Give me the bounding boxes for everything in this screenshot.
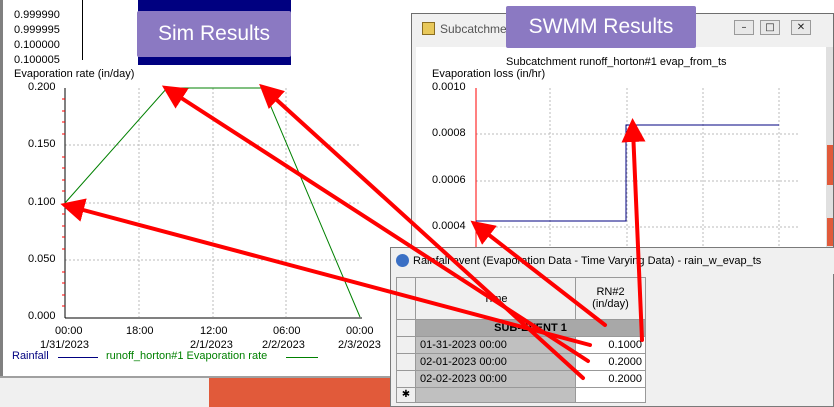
table-row-2-value[interactable]: 0.2000 — [576, 371, 645, 388]
sim-y-axis-title: Evaporation rate (in/day) — [14, 68, 135, 80]
rainfall-plot-axis — [82, 0, 83, 60]
table-new-row-time[interactable] — [416, 388, 576, 402]
table-new-row-value[interactable] — [576, 388, 645, 402]
rainfall-tick-1: 0.999995 — [14, 24, 60, 36]
sim-y-tick-3: 0.050 — [28, 253, 56, 265]
table-row-header-col — [397, 278, 416, 320]
sim-y-tick-4: 0.000 — [28, 310, 56, 322]
table-row-1-value[interactable]: 0.2000 — [576, 354, 645, 371]
group-row-sub-event[interactable]: SUB-EVENT 1 — [416, 320, 645, 337]
table-row-2-marker — [397, 371, 416, 388]
table-row-1-marker — [397, 354, 416, 371]
swmm-results-callout: SWMM Results — [506, 6, 696, 48]
close-button[interactable]: ✕ — [791, 20, 811, 35]
sim-left-border — [0, 0, 3, 378]
rainfall-tick-0: 0.999990 — [14, 9, 60, 21]
background-gray-strip — [0, 378, 209, 407]
swmm-window-icon — [422, 22, 435, 35]
legend-rainfall-swatch — [58, 357, 98, 358]
table-row-0-time[interactable]: 01-31-2023 00:00 — [416, 337, 576, 354]
sim-y-tick-1: 0.150 — [28, 138, 56, 150]
table-row-0-value[interactable]: 0.1000 — [576, 337, 645, 354]
rainfall-tick-3: 0.100005 — [14, 54, 60, 66]
minimize-button[interactable]: – — [734, 20, 754, 35]
sim-y-tick-0: 0.200 — [28, 81, 56, 93]
swmm-plot-title: Subcatchment runoff_horton#1 evap_from_t… — [506, 56, 727, 68]
legend-rainfall-label: Rainfall — [12, 350, 49, 362]
table-row-0-marker — [397, 337, 416, 354]
table-row-1-time[interactable]: 02-01-2023 00:00 — [416, 354, 576, 371]
background-orange-strip — [209, 378, 397, 407]
group-row-marker — [397, 320, 416, 337]
table-new-row-marker[interactable]: ✱ — [397, 388, 416, 402]
table-row-2-time[interactable]: 02-02-2023 00:00 — [416, 371, 576, 388]
table-header-rn-unit: (in/day) — [592, 298, 629, 310]
sim-y-tick-2: 0.100 — [28, 196, 56, 208]
maximize-button[interactable]: □ — [760, 20, 780, 35]
sim-bottom-border — [0, 376, 396, 378]
rainfall-tick-2: 0.100000 — [14, 39, 60, 51]
table-header-rn-label: RN#2 — [596, 286, 625, 298]
sim-results-callout: Sim Results — [137, 11, 291, 57]
table-header-rn[interactable]: RN#2 (in/day) — [576, 278, 645, 320]
rainfall-window-title: Rainfall event (Evaporation Data - Time … — [413, 255, 762, 267]
swmm-gridlines — [476, 88, 800, 247]
swmm-y-axis-title: Evaporation loss (in/hr) — [432, 68, 546, 80]
rainfall-window-icon — [396, 254, 409, 267]
table-header-time[interactable]: Time — [416, 278, 576, 320]
sim-y-minor-ticks — [62, 98, 65, 307]
swmm-scroll-accent-low — [827, 218, 833, 246]
swmm-window-title: Subcatchment — [440, 22, 517, 36]
swmm-scroll-accent — [827, 145, 833, 185]
